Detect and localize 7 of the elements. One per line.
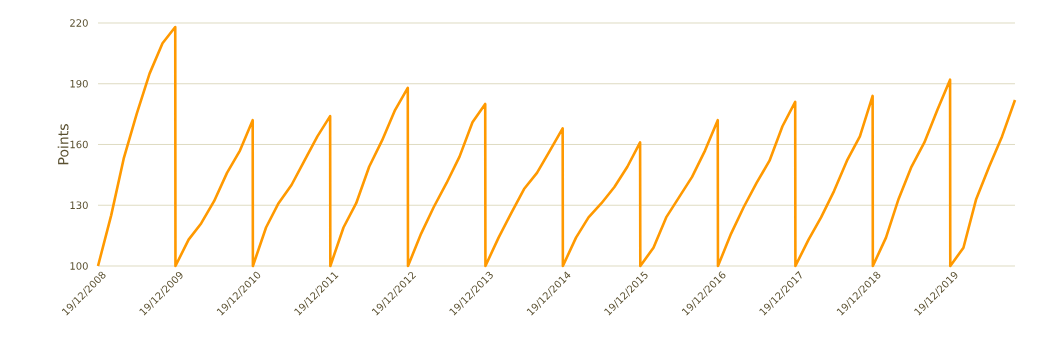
y-tick-label: 130 (70, 201, 88, 210)
y-tick-label: 100 (70, 262, 88, 270)
y-tick-label: 160 (70, 140, 88, 149)
y-tick-label: 220 (70, 19, 88, 27)
y-axis-title: Points (57, 124, 69, 165)
y-tick-label: 190 (70, 79, 88, 88)
line-series (96, 25, 1017, 268)
